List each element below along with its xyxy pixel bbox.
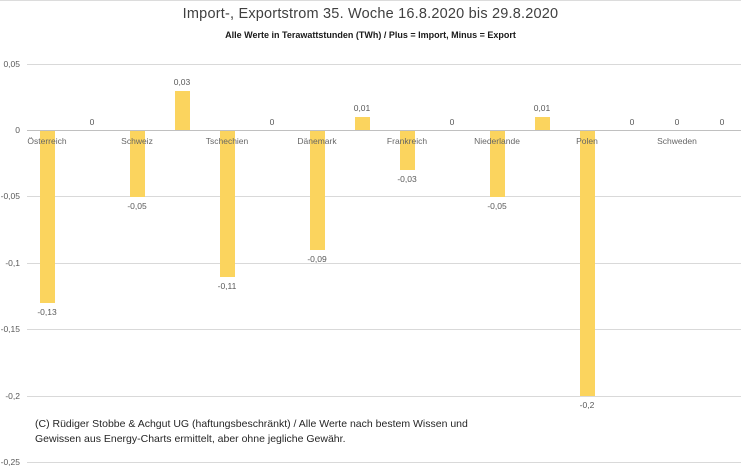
bar: [174, 90, 190, 131]
data-label: 0: [89, 116, 95, 127]
data-label: 0: [719, 116, 725, 127]
gridline: [27, 262, 741, 264]
category-label: Tschechien: [205, 135, 249, 146]
chart-title: Import-, Exportstrom 35. Woche 16.8.2020…: [182, 6, 559, 22]
chart-subtitle: Alle Werte in Terawattstunden (TWh) / Pl…: [225, 30, 516, 40]
y-axis-tick-label: -0,05: [0, 191, 20, 202]
gridline: [27, 63, 741, 65]
category-label: Österreich: [27, 135, 67, 146]
data-label: -0,2: [579, 400, 595, 411]
data-label: -0,03: [397, 174, 417, 185]
data-label: -0,13: [37, 307, 57, 318]
y-axis-tick-label: -0,1: [5, 257, 20, 268]
category-label: Dänemark: [297, 135, 337, 146]
category-label: Niederlande: [474, 135, 520, 146]
bar: [399, 130, 415, 171]
data-label: 0: [674, 116, 680, 127]
data-label: -0,09: [307, 254, 327, 265]
copyright-line-1: (C) Rüdiger Stobbe & Achgut UG (haftungs…: [35, 418, 468, 430]
data-label: 0,03: [173, 76, 191, 87]
data-label: 0: [629, 116, 635, 127]
bar: [129, 130, 145, 197]
x-axis-line: [27, 130, 741, 131]
data-label: -0,05: [127, 200, 147, 211]
y-axis-tick-label: 0,05: [3, 58, 20, 69]
bar: [579, 130, 595, 397]
data-label: 0,01: [353, 103, 371, 114]
bar: [354, 117, 370, 131]
data-label: 0: [449, 116, 455, 127]
category-label: Frankreich: [386, 135, 428, 146]
bar: [39, 130, 55, 304]
data-label: -0,05: [487, 200, 507, 211]
copyright-line-2: Gewissen aus Energy-Charts ermittelt, ab…: [35, 432, 346, 445]
gridline: [27, 395, 741, 397]
category-label: Polen: [576, 135, 598, 146]
data-label: 0: [269, 116, 275, 127]
data-label: -0,11: [217, 280, 237, 291]
gridline: [27, 196, 741, 198]
gridline: [27, 329, 741, 331]
category-label: Schweden: [657, 135, 697, 146]
y-axis-tick-label: -0,2: [5, 390, 20, 401]
gridline: [27, 462, 741, 463]
data-label: 0,01: [533, 103, 551, 114]
y-axis-tick-label: -0,15: [0, 324, 20, 335]
y-axis-tick-label: 0: [15, 125, 20, 135]
category-label: Schweiz: [121, 135, 153, 146]
copyright-note: (C) Rüdiger Stobbe & Achgut UG (haftungs…: [35, 417, 485, 446]
bar: [534, 117, 550, 131]
bar: [489, 130, 505, 197]
bar: [309, 130, 325, 251]
y-axis-tick-label: -0,25: [0, 457, 20, 467]
bar: [219, 130, 235, 277]
